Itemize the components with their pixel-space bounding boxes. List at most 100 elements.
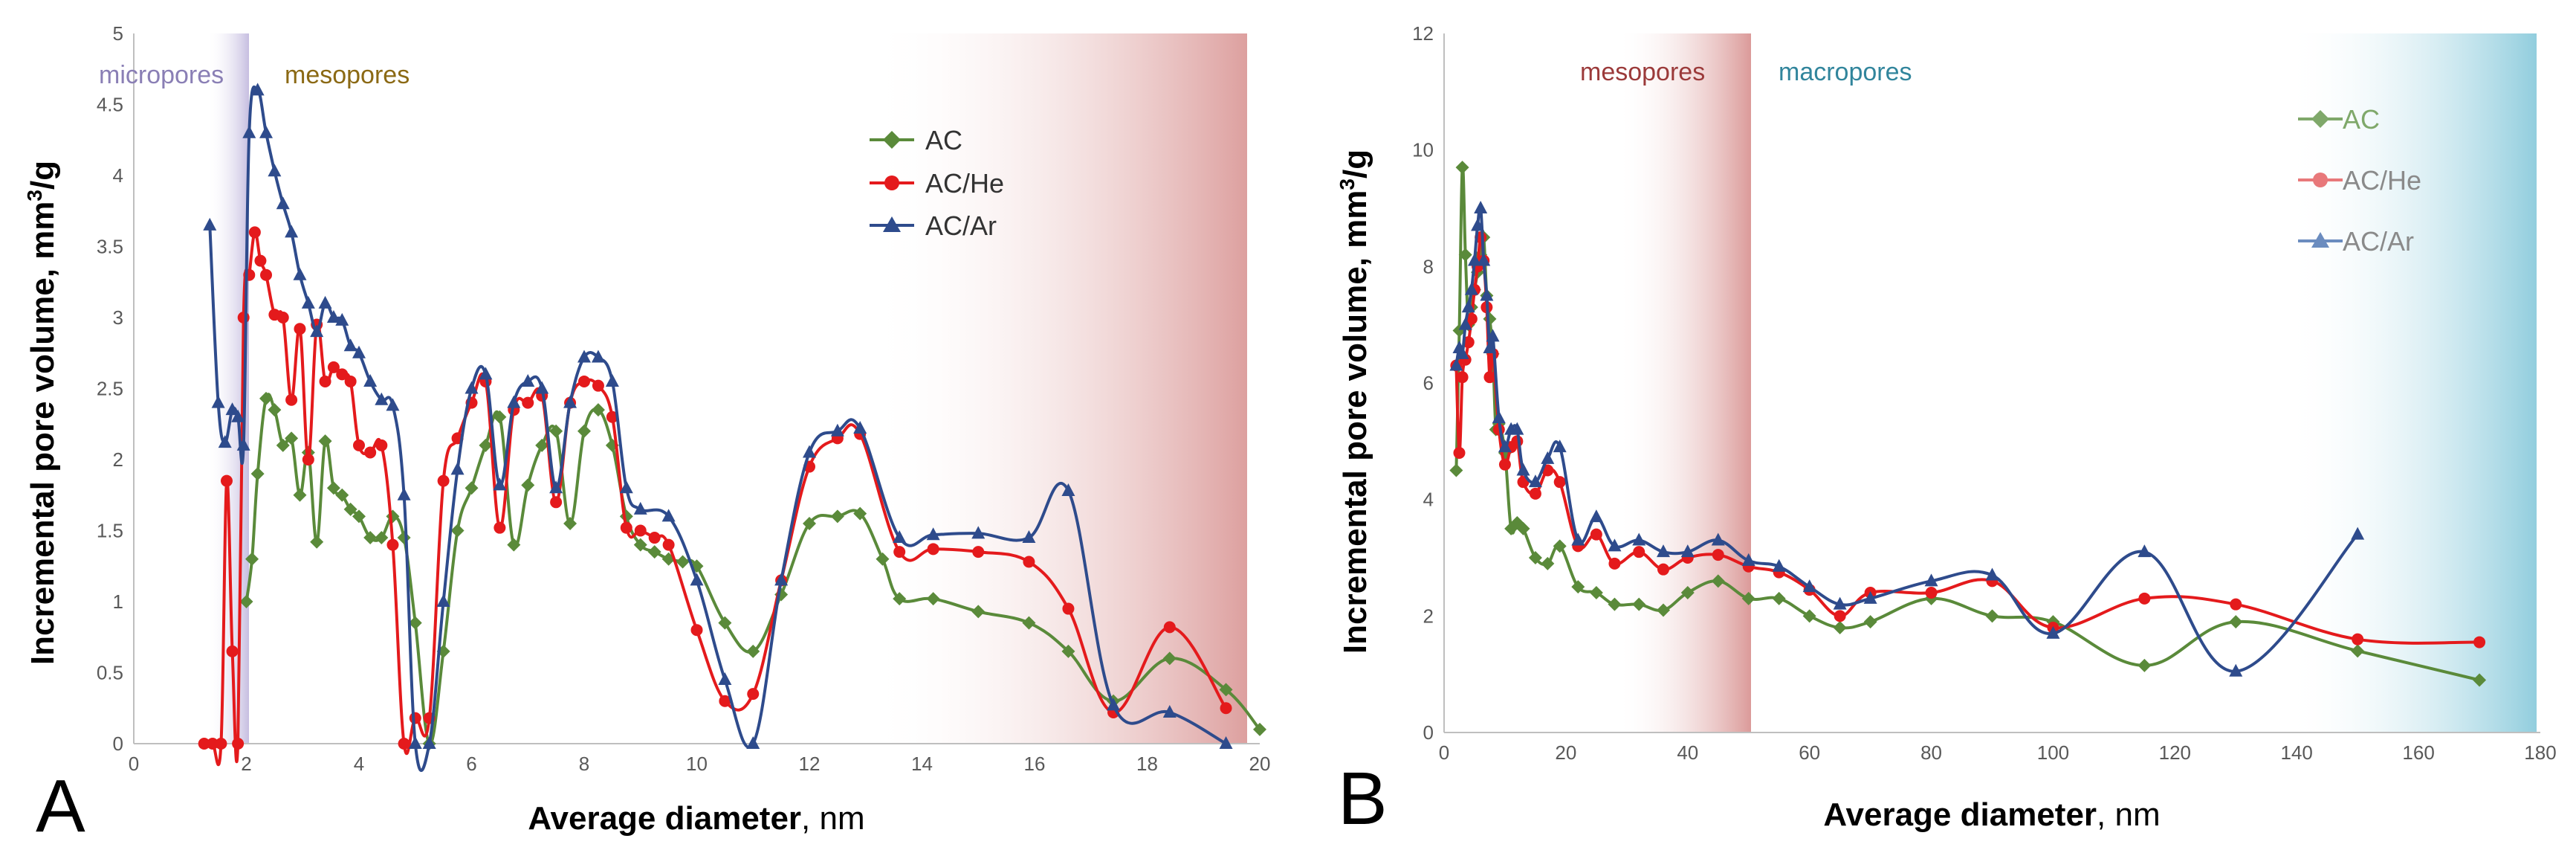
x-tick-label: 10 [686, 753, 708, 775]
data-point-ac-ar [830, 423, 844, 437]
data-point-ac-he [386, 538, 399, 551]
data-point-ac-ar [2138, 544, 2152, 558]
data-point-ac [1657, 603, 1670, 617]
data-point-ac [1680, 586, 1695, 599]
data-point-ac-ar [422, 736, 436, 749]
data-point-ac [1528, 551, 1542, 564]
data-point-ac-ar [386, 398, 400, 411]
data-point-ac [2229, 615, 2243, 629]
data-point-ac [647, 545, 661, 559]
data-point-ac [1553, 539, 1567, 553]
legend-label-ac-ar: AC/Ar [925, 210, 997, 241]
data-point-ac-ar [259, 125, 274, 138]
legend-label-ac-b: AC [2343, 104, 2380, 135]
y-tick-label: 8 [1423, 255, 1434, 277]
data-point-ac-ar [507, 395, 521, 408]
data-point-ac [408, 616, 422, 630]
y-tick-label: 5 [113, 22, 123, 45]
series-layer-b [1449, 161, 2487, 687]
data-point-ac-ar [1061, 483, 1075, 497]
panel-a: 0 2 4 6 8 10 12 14 16 18 20 00.511.522.533.544.55 … [23, 22, 1270, 848]
data-point-ac-he [1220, 702, 1232, 715]
data-point-ac [363, 531, 378, 545]
data-point-ac [893, 592, 907, 606]
series-layer [198, 83, 1266, 773]
data-point-ac-ar [1589, 509, 1603, 523]
data-point-ac [1833, 621, 1847, 634]
data-point-ac-ar [1528, 474, 1542, 488]
data-point-ac-ar [1657, 544, 1670, 558]
data-point-ac-ar [718, 672, 732, 686]
x-tick-label: 100 [2037, 741, 2069, 764]
data-point-ac [493, 410, 507, 424]
x-tick-label: 4 [354, 753, 364, 775]
x-tick-label: 14 [911, 753, 933, 775]
data-point-ac-ar [1741, 553, 1755, 566]
data-point-ac-ar [352, 345, 366, 358]
data-point-ac-he [327, 361, 340, 373]
data-point-ac [1541, 556, 1555, 570]
data-point-ac-ar [397, 487, 411, 500]
data-point-ac-he [1657, 563, 1669, 576]
data-point-ac-ar [1477, 253, 1491, 266]
data-point-ac-ar [436, 594, 450, 607]
data-point-ac [326, 481, 340, 495]
legend-label-ac-ar-b: AC/Ar [2343, 226, 2414, 257]
data-point-ac-he [215, 738, 227, 750]
data-point-ac [535, 438, 549, 452]
data-point-ac [1162, 651, 1177, 666]
data-point-ac-ar [535, 381, 549, 394]
y-tick-label: 2.5 [97, 378, 123, 400]
data-point-ac [318, 434, 332, 448]
data-point-ac-he [522, 396, 534, 409]
data-point-ac [1022, 616, 1036, 630]
data-point-ac-ar [1464, 282, 1478, 295]
data-point-ac-ar [293, 267, 307, 280]
data-point-ac-he [302, 454, 314, 466]
data-point-ac-ar [1680, 544, 1695, 558]
data-point-ac-ar [1483, 341, 1497, 353]
y-tick-label: 3 [113, 306, 123, 329]
data-point-ac-he [972, 546, 985, 558]
data-point-ac [1608, 597, 1622, 611]
data-point-ac-he [2138, 592, 2151, 605]
data-point-ac [1985, 609, 1999, 623]
data-point-ac-ar [225, 402, 239, 416]
data-point-ac-he [578, 375, 590, 387]
data-point-ac-he [398, 738, 410, 750]
data-point-ac-ar [1449, 358, 1463, 371]
data-point-ac-he [719, 695, 731, 707]
y-tick-label: 0 [1423, 721, 1434, 744]
data-point-ac-ar [268, 164, 282, 177]
data-point-ac [1741, 591, 1755, 605]
data-point-ac-ar [633, 501, 647, 515]
y-tick-label: 0 [113, 733, 123, 755]
data-point-ac [310, 535, 324, 549]
data-point-ac-ar [1471, 218, 1485, 231]
data-point-ac [926, 592, 940, 606]
data-point-ac-ar [343, 338, 357, 352]
y-axis-title: Incremental pore volume, mm3/g [23, 161, 61, 665]
data-point-ac [853, 506, 867, 521]
data-point-ac-ar [1833, 596, 1847, 610]
data-point-ac-ar [1632, 532, 1646, 546]
data-point-ac-ar [1510, 422, 1524, 435]
data-point-ac-he [1925, 587, 1938, 599]
data-point-ac-ar [1924, 573, 1938, 587]
data-point-ac-ar [211, 395, 225, 408]
data-point-ac [268, 403, 282, 417]
data-point-ac-he [1608, 557, 1621, 570]
data-point-ac [876, 552, 890, 566]
legend-label-ac: AC [925, 125, 962, 155]
data-point-ac-he [375, 439, 388, 451]
data-point-ac [830, 509, 844, 524]
mesopores-label: mesopores [285, 61, 410, 89]
data-point-ac-ar [803, 445, 816, 458]
data-point-ac-ar [619, 480, 633, 494]
data-point-ac [1253, 722, 1266, 736]
x-tick-label: 180 [2524, 741, 2556, 764]
data-point-ac [1802, 609, 1816, 623]
data-point-ac-he [409, 712, 421, 724]
data-point-ac-he [364, 446, 377, 459]
data-point-ac-ar [276, 196, 290, 210]
